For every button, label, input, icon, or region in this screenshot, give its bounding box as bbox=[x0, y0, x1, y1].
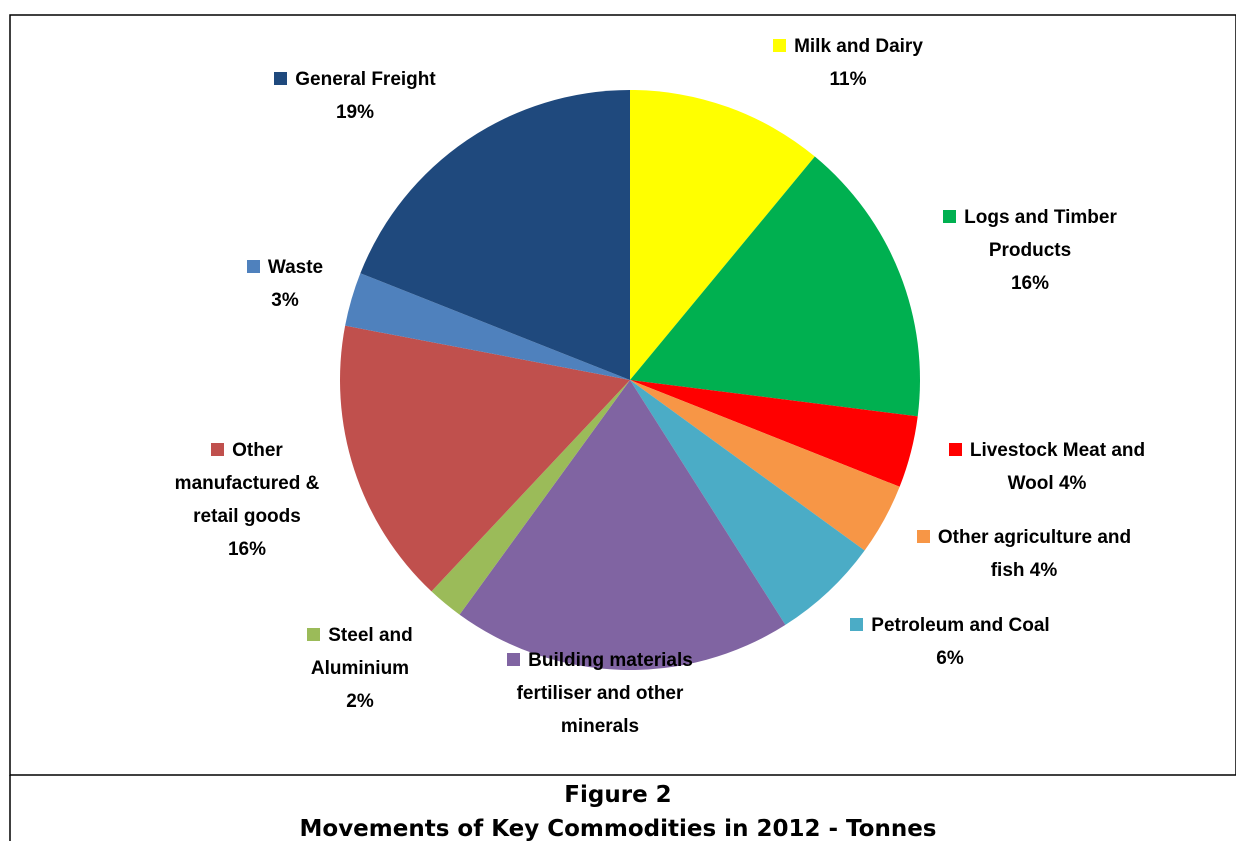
slice-label: Other manufactured & retail goods 16% bbox=[160, 434, 335, 566]
value-label: 11% bbox=[829, 69, 867, 90]
legend-swatch bbox=[916, 530, 930, 543]
value-label: 4% bbox=[1029, 560, 1058, 581]
category-name: Steel and Aluminium bbox=[310, 625, 413, 679]
slice-label: Building materials fertiliser and other … bbox=[480, 644, 720, 743]
category-name: Other manufactured & retail goods bbox=[174, 440, 320, 527]
category-name: Other agriculture and fish bbox=[937, 527, 1132, 581]
legend-swatch bbox=[943, 210, 957, 223]
legend-swatch bbox=[211, 443, 225, 456]
chart-subtitle: Movements of Key Commodities in 2012 - T… bbox=[299, 816, 937, 842]
legend-swatch bbox=[507, 653, 521, 666]
category-name: Waste bbox=[267, 257, 324, 278]
pie bbox=[340, 90, 921, 670]
legend-swatch bbox=[773, 39, 787, 52]
pie-slice bbox=[630, 156, 921, 417]
value-label: 4% bbox=[1058, 473, 1087, 494]
pie-slice bbox=[340, 325, 630, 592]
chart-title: Figure 2 bbox=[564, 782, 672, 808]
category-name: General Freight bbox=[295, 69, 436, 90]
legend-swatch bbox=[246, 260, 260, 273]
pie-slice bbox=[345, 273, 630, 380]
value-label: 16% bbox=[1010, 273, 1050, 294]
value-label: 2% bbox=[346, 691, 374, 712]
pie-slice bbox=[630, 380, 918, 487]
value-label: 19% bbox=[335, 102, 375, 123]
legend-swatch bbox=[274, 72, 288, 85]
category-name: Livestock Meat and Wool bbox=[969, 440, 1146, 494]
slice-label: Milk and Dairy 11% bbox=[743, 30, 953, 96]
legend-swatch bbox=[850, 618, 864, 631]
pie-slice bbox=[459, 380, 786, 670]
value-label: 16% bbox=[227, 539, 267, 560]
slice-label: Logs and Timber Products 16% bbox=[925, 201, 1135, 300]
slice-label: Steel and Aluminium 2% bbox=[283, 619, 438, 718]
legend-swatch bbox=[307, 628, 321, 641]
legend-swatch bbox=[948, 443, 962, 456]
slice-label: Petroleum and Coal 6% bbox=[845, 609, 1055, 675]
value-label: 3% bbox=[271, 290, 299, 311]
category-name: Logs and Timber Products bbox=[964, 207, 1117, 261]
pie-slice bbox=[630, 380, 900, 551]
category-name: Petroleum and Coal bbox=[871, 615, 1050, 636]
slice-label: Other agriculture and fish 4% bbox=[907, 521, 1142, 587]
pie-slice bbox=[431, 380, 630, 615]
slice-label: Waste 3% bbox=[230, 251, 340, 317]
pie-slice bbox=[630, 90, 815, 380]
pie-slice bbox=[630, 380, 865, 625]
slice-label: General Freight 19% bbox=[248, 63, 463, 129]
frame bbox=[9, 14, 1236, 776]
slice-label: Livestock Meat and Wool 4% bbox=[947, 434, 1147, 500]
value-label: 6% bbox=[936, 648, 964, 669]
category-name: Building materials fertiliser and other … bbox=[516, 650, 693, 737]
category-name: Milk and Dairy bbox=[794, 36, 923, 57]
pie-slice bbox=[360, 90, 630, 380]
